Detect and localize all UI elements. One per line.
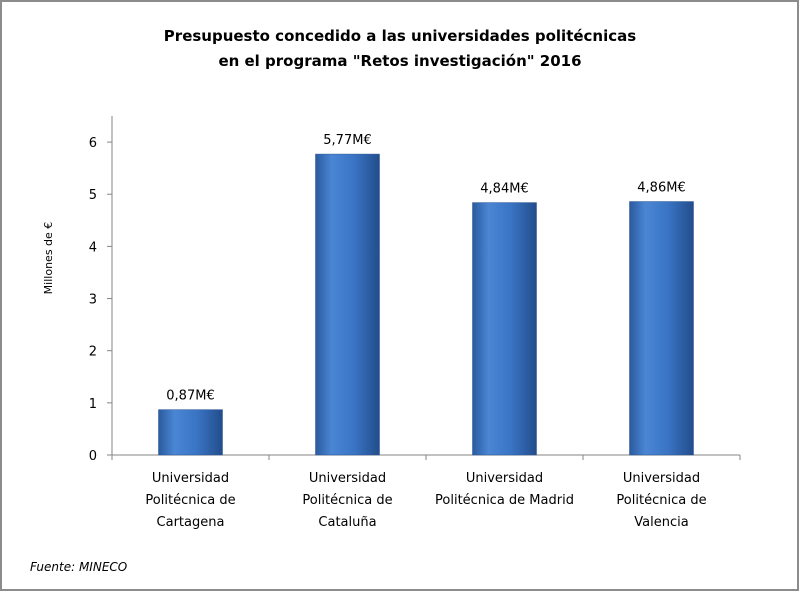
x-tick-label: Cataluña: [318, 515, 376, 530]
source-note: Fuente: MINECO: [30, 560, 127, 574]
chart-title-line-2: en el programa "Retos investigación" 201…: [218, 52, 581, 70]
chart-title-line-1: Presupuesto concedido a las universidade…: [164, 27, 636, 45]
y-tick-label: 4: [89, 240, 97, 255]
x-tick-label: Universidad: [152, 471, 229, 486]
bar: [158, 409, 223, 456]
data-label: 4,86M€: [637, 181, 685, 196]
y-tick-label: 5: [89, 188, 97, 203]
x-tick-label: Politécnica de: [145, 493, 235, 508]
y-tick-label: 3: [89, 293, 97, 308]
x-tick-label: Politécnica de Madrid: [435, 493, 574, 508]
y-axis-label: Millones de €: [42, 222, 55, 295]
x-tick-label: Universidad: [309, 471, 386, 486]
x-tick-label: Valencia: [634, 515, 688, 530]
bar: [315, 153, 380, 456]
bar: [629, 201, 694, 456]
x-tick-label: Politécnica de: [302, 493, 392, 508]
y-tick-label: 2: [89, 345, 97, 360]
y-tick-label: 1: [89, 397, 97, 412]
x-tick-label: Universidad: [623, 471, 700, 486]
x-tick-label: Universidad: [466, 471, 543, 486]
y-tick-label: 0: [89, 449, 97, 464]
data-label: 4,84M€: [480, 182, 528, 197]
y-tick-label: 6: [89, 136, 97, 151]
x-tick-label: Politécnica de: [616, 493, 706, 508]
x-tick-label: Cartagena: [157, 515, 225, 530]
data-label: 5,77M€: [323, 133, 371, 148]
data-label: 0,87M€: [166, 389, 214, 404]
bar: [472, 202, 537, 456]
